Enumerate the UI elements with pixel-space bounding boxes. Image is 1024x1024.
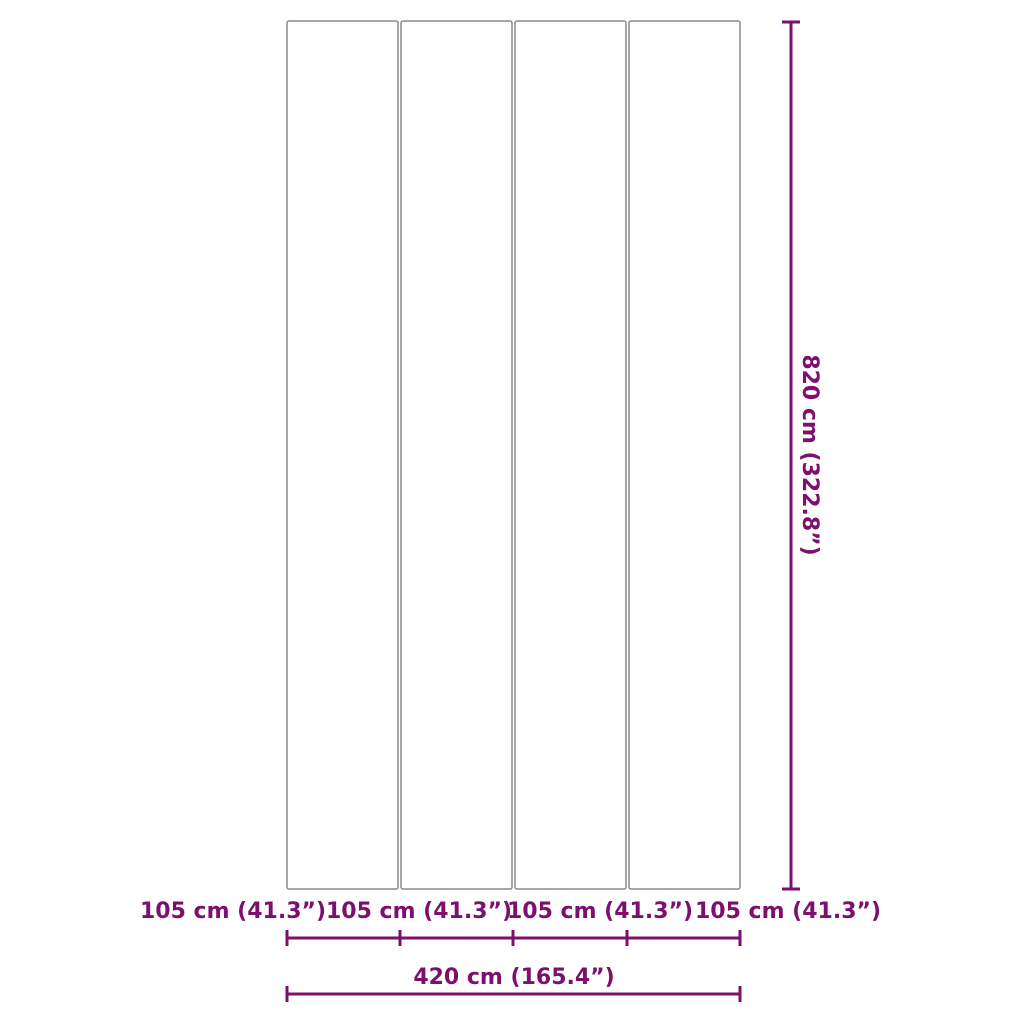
panel-2 [400, 20, 513, 890]
height-label: 820 cm (322.8”) [797, 354, 822, 555]
panel-width-label-1: 105 cm (41.3”) [140, 899, 326, 924]
panel-4 [628, 20, 741, 890]
panels [286, 20, 741, 890]
height-dimension: 820 cm (322.8”) [782, 20, 822, 891]
panel-width-label-4: 105 cm (41.3”) [695, 899, 881, 924]
panel-3 [514, 20, 627, 890]
panel-width-dimension [285, 930, 742, 946]
panel-1 [286, 20, 399, 890]
panel-width-labels: 105 cm (41.3”) 105 cm (41.3”) 105 cm (41… [140, 899, 881, 924]
total-width-dimension: 420 cm (165.4”) [285, 965, 742, 1002]
panel-width-label-2: 105 cm (41.3”) [326, 899, 512, 924]
total-width-label: 420 cm (165.4”) [413, 965, 614, 990]
panel-width-label-3: 105 cm (41.3”) [507, 899, 693, 924]
